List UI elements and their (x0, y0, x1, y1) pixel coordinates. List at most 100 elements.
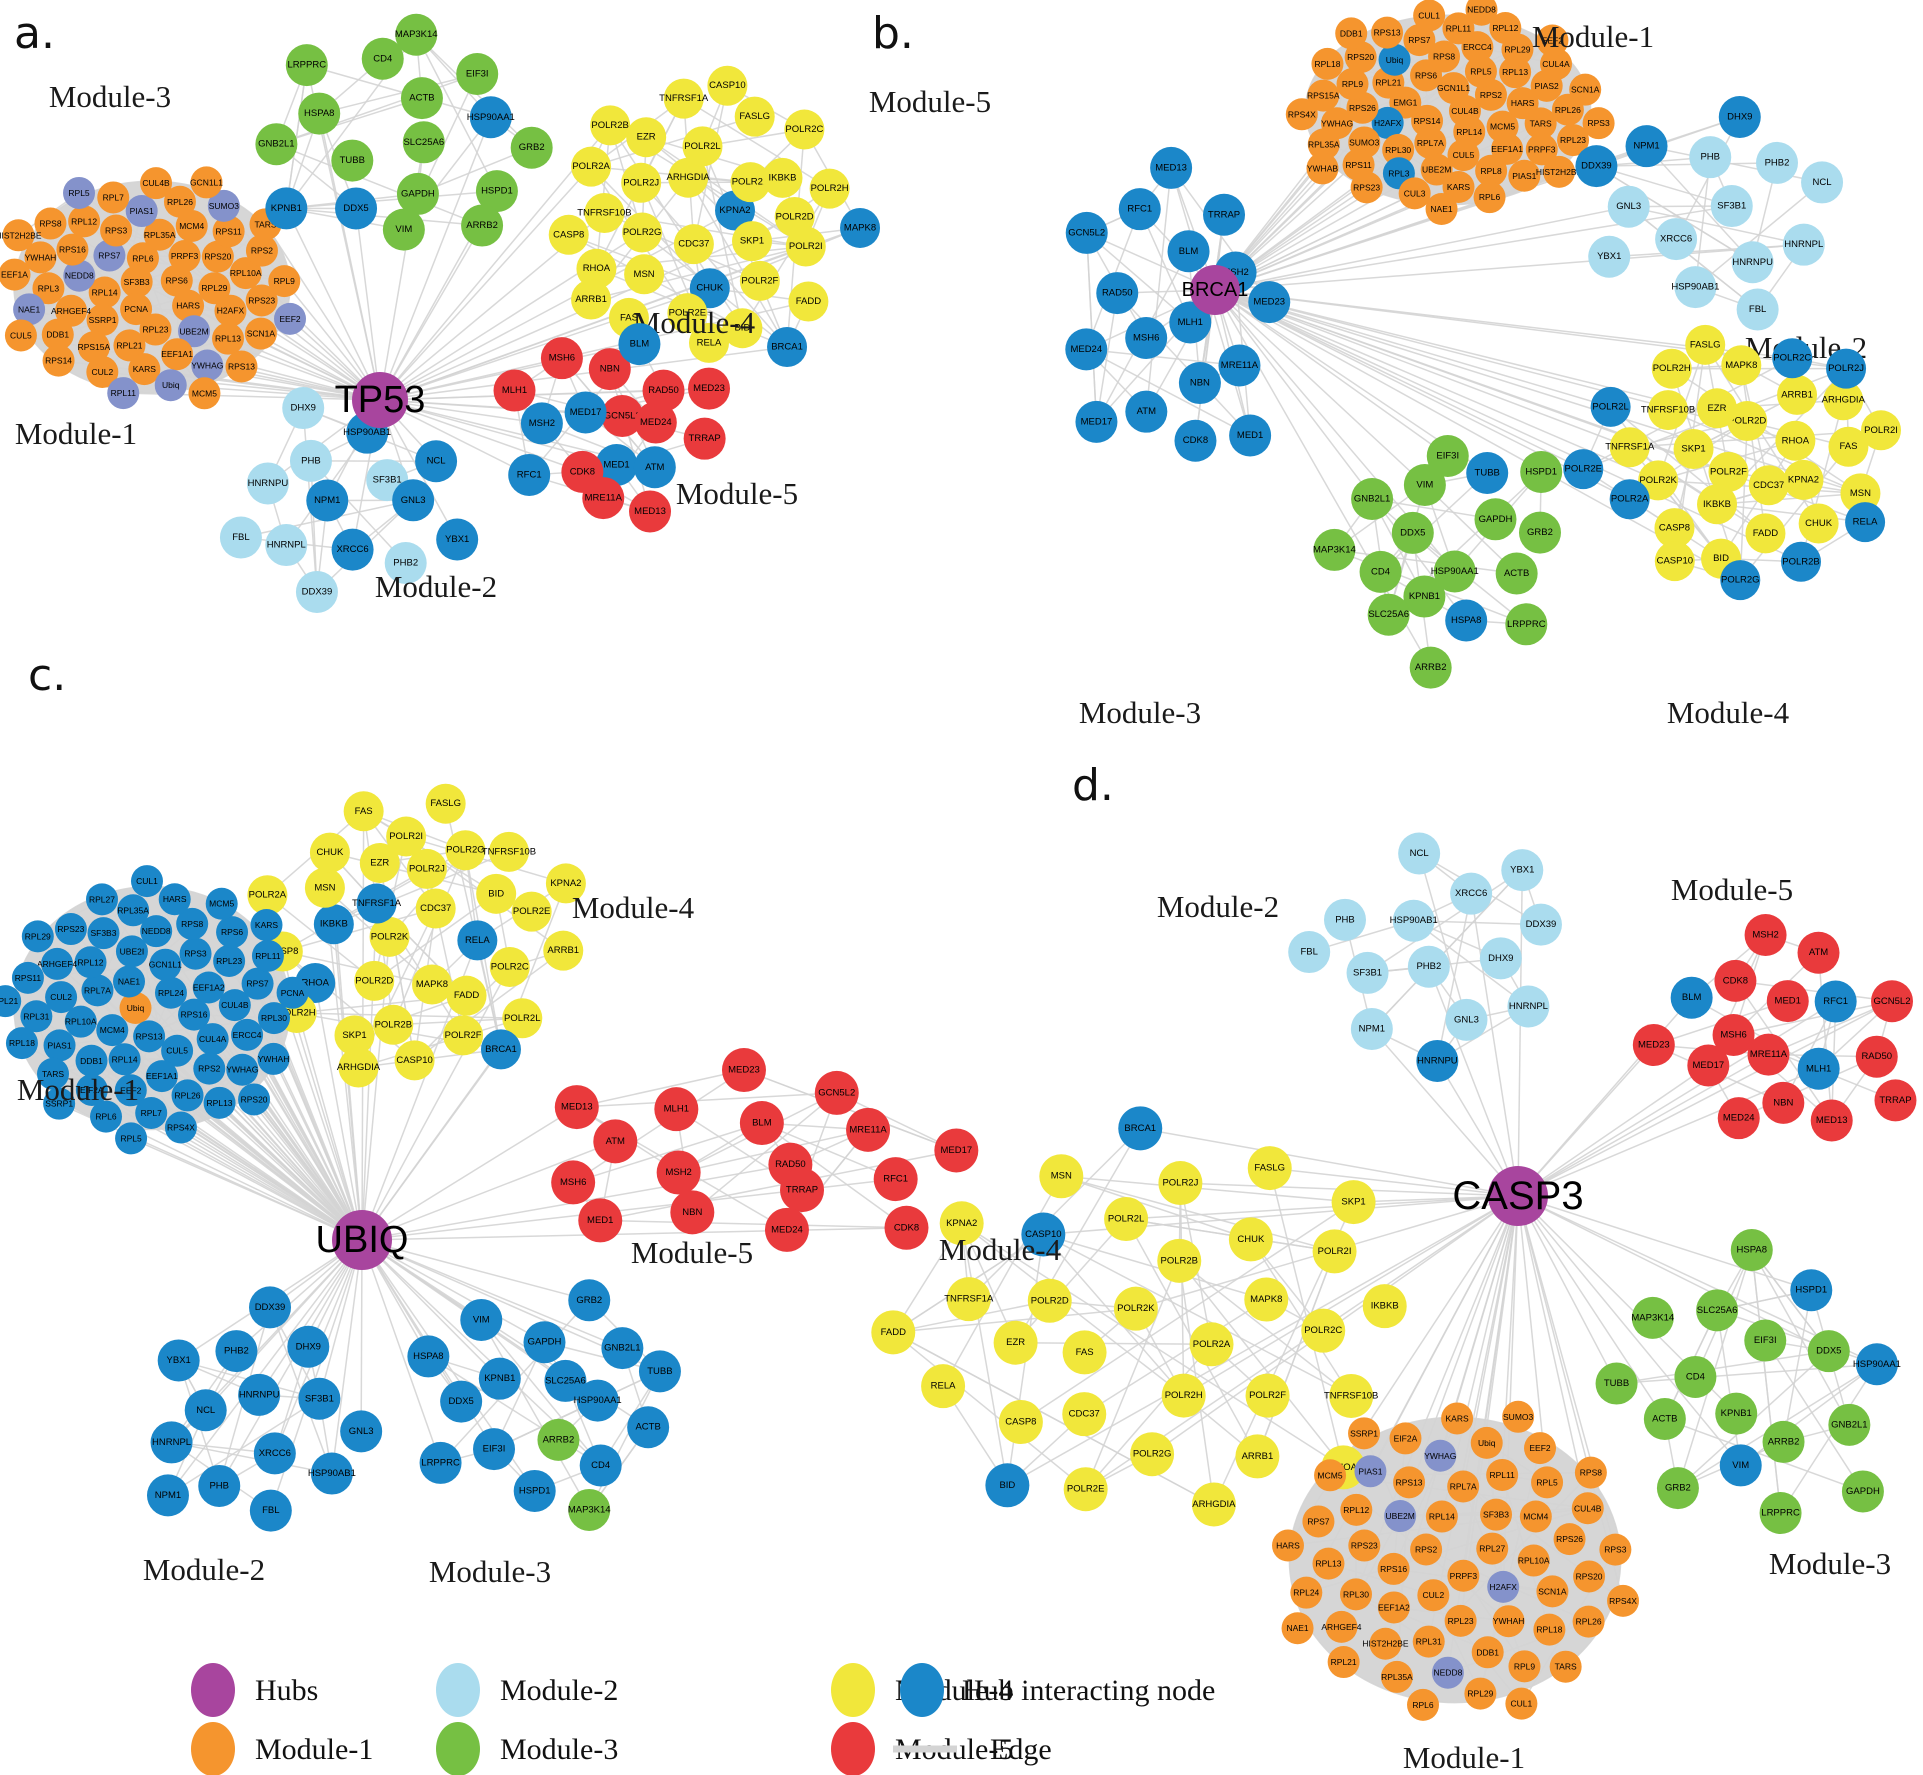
edge (1145, 167, 1172, 412)
node-RPL5: RPL5 (63, 176, 96, 209)
edge-hub (379, 166, 592, 401)
node-CUL4B: CUL4B (218, 989, 251, 1022)
module-node-circle (63, 259, 96, 292)
edge (1716, 1309, 1878, 1365)
edge-hub (1214, 289, 1659, 482)
node-label: RPL26 (1555, 105, 1581, 115)
module-node-circle (1382, 133, 1415, 166)
edge (1061, 1175, 1335, 1253)
node-label: RPS20 (204, 252, 231, 262)
node-label: KPNA2 (1788, 474, 1819, 485)
node-RPS2: RPS2 (193, 1052, 226, 1085)
node-label: RPS23 (1351, 1541, 1378, 1551)
node-label: POLR2E (1067, 1484, 1105, 1495)
hub-label: CASP3 (1452, 1174, 1583, 1218)
node-MAP3K14: MAP3K14 (395, 13, 438, 56)
node-HSPA8: HSPA8 (407, 1335, 450, 1378)
node-HNRNPU: HNRNPU (246, 462, 289, 505)
node-label: SLC25A6 (1368, 609, 1409, 620)
edge (1178, 1260, 1344, 1468)
edge (1085, 232, 1098, 422)
node-SF3B3: SF3B3 (87, 917, 120, 950)
node-label: POLR2G (446, 845, 485, 856)
node-label: DHX9 (296, 1341, 321, 1352)
edge (405, 835, 567, 885)
node-RPL35A: RPL35A (117, 894, 149, 927)
node-label: IKBKB (320, 919, 348, 930)
module-node-circle (406, 848, 447, 889)
module-node-circle (739, 1101, 784, 1146)
node-label: GNL3 (1616, 201, 1641, 212)
node-label: TNFRSF1A (352, 898, 402, 909)
node-label: NBN (1190, 378, 1210, 389)
module-node-circle (34, 207, 67, 240)
hub-interacting-node-circle (150, 1421, 193, 1464)
node-RPL7: RPL7 (135, 1096, 168, 1129)
module-node-circle (0, 258, 31, 291)
node-label: KPNB1 (1409, 591, 1440, 602)
edge (1751, 1249, 1830, 1352)
node-label: NBN (600, 364, 620, 375)
node-PIAS1: PIAS1 (1508, 159, 1541, 192)
edge-hub (1501, 1195, 1519, 1476)
node-label: RPL5 (1470, 67, 1492, 77)
edge-hub (1399, 1195, 1519, 1517)
node-label: TARS (42, 1069, 64, 1079)
node-label: CASP10 (1657, 556, 1693, 567)
edge-hub (361, 1239, 590, 1302)
hub-interacting-node-circle (1590, 386, 1631, 427)
module-node-circle (163, 185, 196, 218)
node-label: MRE11A (849, 1124, 887, 1135)
node-CDC37: CDC37 (673, 224, 714, 265)
node-label: UBE2I (120, 946, 145, 956)
module-node-circle (1495, 552, 1538, 595)
module-node-circle (1480, 1498, 1513, 1531)
hub-interacting-node-circle (1826, 348, 1867, 389)
node-RPL11: RPL11 (1486, 1458, 1519, 1491)
hub-interacting-node-circle (1167, 230, 1210, 273)
node-Ubiq: Ubiq (154, 369, 187, 402)
node-label: RPL11 (1446, 23, 1472, 33)
node-label: RPL12 (71, 216, 97, 226)
edge (892, 1331, 1087, 1490)
module-node-circle (2, 219, 35, 252)
node-label: POLR2J (623, 177, 659, 188)
node-FADD: FADD (446, 975, 487, 1016)
node-H2AFX: H2AFX (1487, 1570, 1520, 1603)
node-GNB2L1: GNB2L1 (1351, 477, 1394, 520)
node-label: HNRNPU (1417, 1055, 1458, 1066)
node-MCM4: MCM4 (96, 1014, 129, 1047)
module-node-circle (568, 1488, 611, 1531)
module-title-module-1: Module-1 (15, 416, 137, 451)
node-label: YWHAH (1493, 1616, 1525, 1626)
edge-hub (1517, 1195, 1624, 1602)
hub-interacting-node-circle (310, 1452, 353, 1495)
node-label: RPL26 (167, 197, 193, 207)
edge (761, 1122, 896, 1180)
module-node-circle (1403, 575, 1446, 618)
node-label: RPS20 (241, 1094, 268, 1104)
node-YBX1: YBX1 (1501, 849, 1544, 892)
edge-hub (360, 1239, 363, 1432)
node-label: HNRNPU (239, 1389, 280, 1400)
node-RPS2: RPS2 (245, 234, 278, 267)
node-HIST2H2BE: HIST2H2BE (1536, 155, 1583, 188)
node-label: MED13 (634, 506, 666, 517)
node-MSN: MSN (624, 254, 665, 295)
module-node-circle (1157, 1238, 1202, 1283)
module-node-circle (1489, 11, 1522, 44)
node-POLR2L: POLR2L (682, 126, 723, 167)
node-label: HIST2H2BE (1536, 167, 1583, 177)
edge (683, 97, 830, 190)
node-EIF3I: EIF3I (1426, 435, 1469, 478)
node-label: RPL23 (216, 956, 242, 966)
edge (572, 1122, 763, 1184)
edge-hub (379, 399, 583, 473)
node-RPS6: RPS6 (216, 916, 249, 949)
node-label: KPNB1 (484, 1373, 515, 1384)
node-label: RPS14 (1414, 116, 1441, 126)
node-label: CDK8 (1723, 975, 1748, 986)
node-HSPD1: HSPD1 (1790, 1269, 1833, 1312)
node-label: BLM (752, 1118, 772, 1129)
node-label: GAPDH (528, 1337, 562, 1348)
